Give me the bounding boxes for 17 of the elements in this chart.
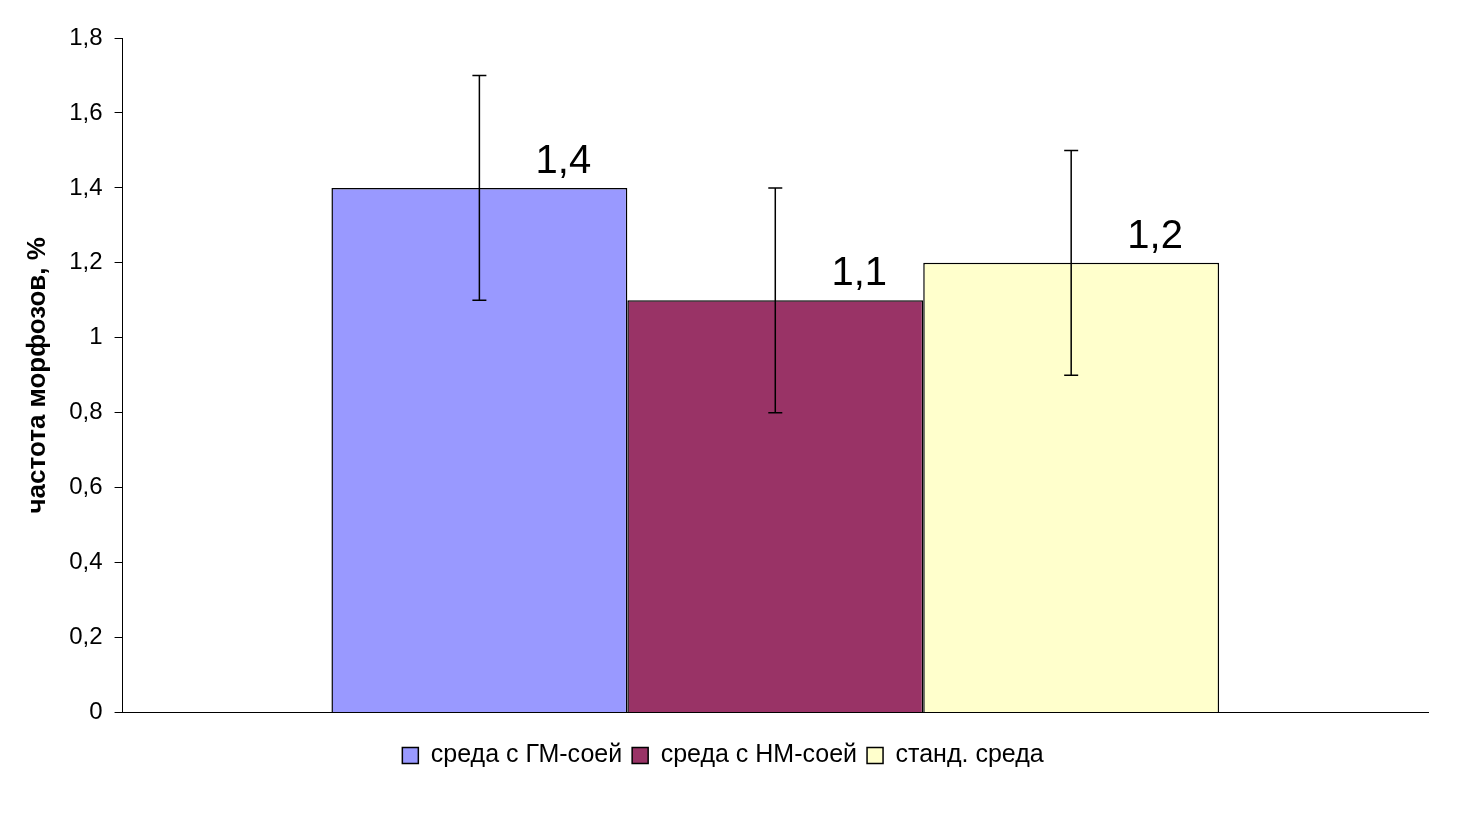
legend-label: станд. среда — [895, 739, 1044, 768]
y-tick-label: 1,8 — [69, 22, 103, 50]
y-tick-label: 1,6 — [69, 97, 103, 125]
y-tick-label: 0,6 — [69, 472, 103, 500]
legend-label: среда с НМ-соей — [660, 739, 858, 768]
y-tick-label: 0,8 — [69, 397, 103, 425]
y-tick-label: 1,2 — [69, 247, 103, 275]
y-tick-label: 0,2 — [69, 622, 103, 650]
data-label: 1,2 — [1127, 211, 1183, 256]
y-tick-label: 0,4 — [69, 547, 103, 575]
y-tick-label: 1 — [89, 322, 103, 350]
data-label: 1,4 — [535, 136, 592, 181]
y-tick-label: 1,4 — [69, 172, 103, 200]
data-label: 1,1 — [831, 249, 888, 294]
y-axis-title: частота морфозов, % — [20, 237, 51, 514]
y-tick-label: 0 — [89, 697, 103, 725]
legend-label: среда с ГМ-соей — [430, 739, 623, 768]
